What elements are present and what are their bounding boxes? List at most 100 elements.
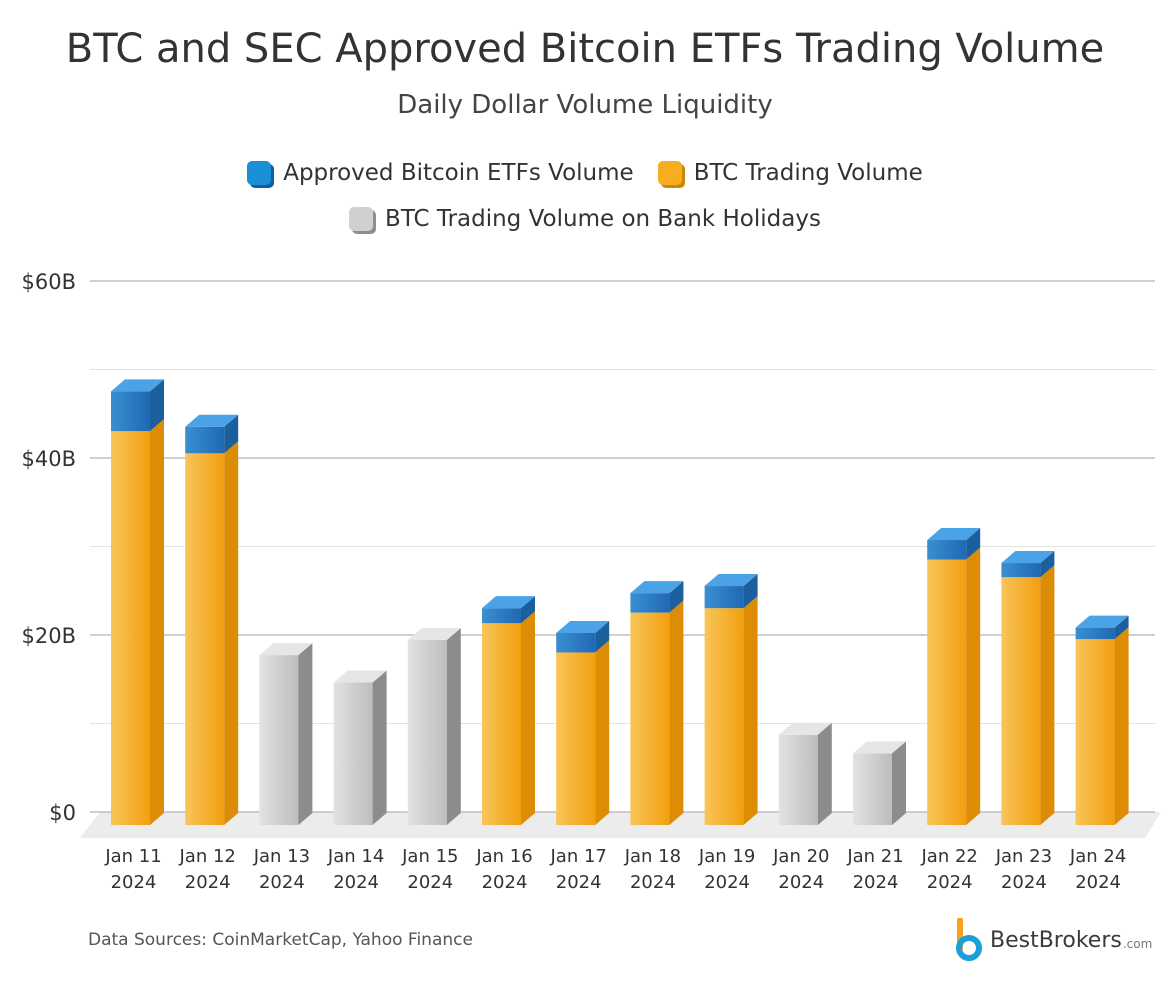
bar-etf-side (521, 596, 535, 624)
bar-etf-side (150, 379, 164, 432)
bar-holiday-top (259, 643, 313, 656)
bar-holiday-front (333, 682, 373, 825)
bar-etf-top (1075, 615, 1129, 628)
bar-holiday-side (372, 670, 387, 825)
x-tick-label-year: 2024 (778, 872, 824, 893)
bar-btc-front (185, 453, 225, 825)
x-tick-label-day: Jan 18 (624, 846, 681, 867)
y-tick-label: $60B (22, 270, 77, 294)
x-tick-label-year: 2024 (927, 872, 973, 893)
bestbrokers-logo-icon (956, 918, 982, 961)
x-tick-label-year: 2024 (556, 872, 602, 893)
bar-etf-top (1001, 551, 1055, 564)
x-tick-label-day: Jan 13 (253, 846, 310, 867)
x-tick-label-day: Jan 19 (698, 846, 755, 867)
chart-title: BTC and SEC Approved Bitcoin ETFs Tradin… (65, 26, 1105, 72)
bar-etf-front (185, 426, 225, 454)
legend-item-etf: Approved Bitcoin ETFs Volume (247, 160, 634, 186)
bar-btc-side (224, 441, 239, 825)
bar-etf-front (704, 586, 744, 609)
legend-swatch-etf (247, 161, 272, 185)
x-tick-label-year: 2024 (333, 872, 379, 893)
bar-btc-side (966, 547, 981, 825)
x-tick-label-year: 2024 (407, 872, 453, 893)
x-tick-label-day: Jan 15 (401, 846, 458, 867)
y-tick-label: $20B (22, 624, 77, 648)
bar-etf-front (482, 608, 521, 624)
bar-btc-front (111, 431, 150, 825)
x-tick-label-day: Jan 12 (179, 846, 236, 867)
x-tick-label-day: Jan 24 (1069, 846, 1126, 867)
bar-etf-side (224, 414, 239, 454)
bar-btc-side (1114, 627, 1129, 825)
bar-etf-top (111, 379, 164, 392)
bar-etf-top (927, 528, 981, 541)
chart-subtitle: Daily Dollar Volume Liquidity (397, 90, 773, 120)
bar-etf-side (1040, 551, 1055, 578)
x-tick-label-year: 2024 (1001, 872, 1047, 893)
bar-etf-top (630, 581, 684, 594)
bar-holiday-side (298, 643, 313, 825)
bar-holiday-top (407, 628, 461, 641)
bar-btc-side (669, 600, 684, 825)
x-tick-label-year: 2024 (704, 872, 750, 893)
bar-etf-front (1001, 563, 1041, 578)
legend-item-holiday: BTC Trading Volume on Bank Holidays (349, 206, 821, 232)
bar-holiday-side (892, 741, 906, 825)
x-tick-label-year: 2024 (630, 872, 676, 893)
bar-etf-front (1075, 627, 1115, 640)
bar-holiday-top (333, 670, 387, 683)
bar-holiday-top (778, 722, 832, 735)
legend-row-1: Approved Bitcoin ETFs Volume BTC Trading… (0, 160, 1170, 186)
bar-btc-side (150, 419, 164, 825)
x-tick-label-day: Jan 22 (921, 846, 978, 867)
bar-etf-front (927, 540, 967, 560)
brand-name: BestBrokers (990, 927, 1122, 953)
bar-holiday-front (407, 640, 447, 825)
x-tick-label-day: Jan 14 (327, 846, 384, 867)
y-tick-label: $40B (22, 447, 77, 471)
bar-holiday-front (853, 753, 892, 825)
bar-btc-front (1001, 577, 1041, 825)
x-tick-label-day: Jan 16 (475, 846, 532, 867)
bar-etf-side (1114, 615, 1129, 640)
bar-etf-top (704, 574, 758, 587)
bar-btc-front (1075, 639, 1115, 825)
bar-holiday-front (259, 655, 299, 825)
bar-etf-top (556, 620, 610, 633)
bar-holiday-side (817, 722, 832, 825)
x-tick-label-year: 2024 (185, 872, 231, 893)
brand-domain: .com (1122, 937, 1153, 951)
bar-btc-front (556, 652, 596, 825)
bar-holiday-front (778, 734, 818, 825)
bar-etf-front (556, 632, 596, 653)
bar-etf-side (743, 574, 758, 609)
x-tick-label-day: Jan 11 (104, 846, 161, 867)
legend-row-2: BTC Trading Volume on Bank Holidays (0, 206, 1170, 232)
bar-btc-side (521, 611, 535, 825)
bar-btc-front (927, 559, 967, 825)
bar-etf-top (482, 596, 535, 609)
bar-btc-front (704, 608, 744, 825)
bar-holiday-side (446, 628, 461, 825)
bar-btc-side (595, 640, 610, 825)
x-tick-label-year: 2024 (1075, 872, 1121, 893)
x-tick-label-year: 2024 (482, 872, 528, 893)
x-tick-label-year: 2024 (111, 872, 157, 893)
bar-holiday-top (853, 741, 906, 754)
x-tick-label-day: Jan 23 (995, 846, 1052, 867)
bar-btc-front (482, 623, 521, 825)
bar-etf-front (111, 391, 150, 432)
x-tick-label-day: Jan 17 (550, 846, 607, 867)
bar-etf-side (966, 528, 981, 560)
bar-btc-side (743, 596, 758, 825)
x-tick-label-day: Jan 21 (846, 846, 903, 867)
bar-etf-side (669, 581, 684, 613)
x-tick-label-year: 2024 (259, 872, 305, 893)
legend-swatch-btc (657, 161, 682, 185)
legend-label-etf: Approved Bitcoin ETFs Volume (283, 160, 634, 186)
legend-label-holiday: BTC Trading Volume on Bank Holidays (385, 206, 821, 232)
bar-etf-side (595, 620, 610, 653)
legend-swatch-holiday (349, 207, 374, 231)
